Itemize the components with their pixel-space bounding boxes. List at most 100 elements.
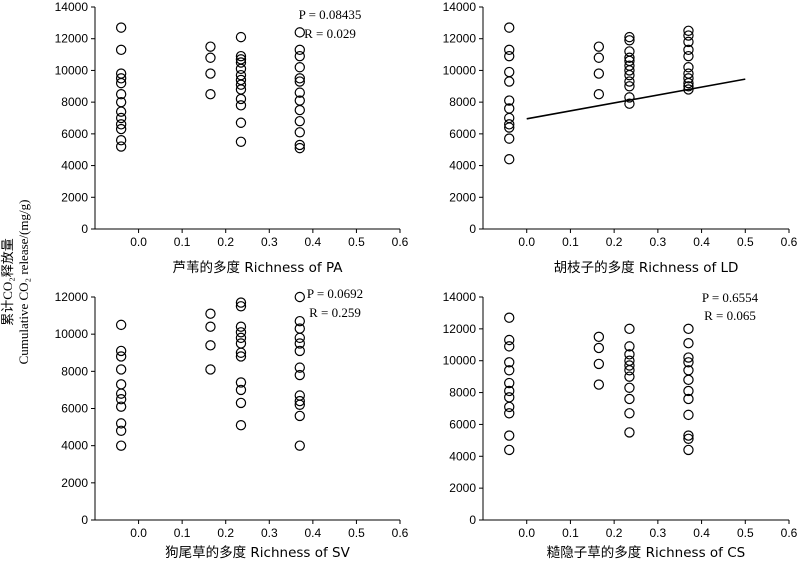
y-tick-label: 8000 [61, 95, 88, 109]
data-point [235, 136, 247, 147]
data-point [294, 87, 305, 98]
x-tick-label: 0.5 [348, 235, 365, 249]
x-axis-label: 狗尾草的多度 Richness of SV [165, 544, 350, 561]
data-point [504, 408, 515, 419]
data-point [683, 393, 694, 405]
data-point [624, 52, 635, 63]
scatter-panel-3: 0 2000 4000 6000 8000 10000 12000 0.0 0.1 0.2 0.3 0… [55, 286, 409, 561]
data-point [683, 374, 694, 386]
x-tick-label: 0.1 [562, 235, 579, 249]
data-point [504, 334, 515, 346]
y-tick-label: 6000 [61, 127, 88, 141]
y-tick-label: 2000 [61, 190, 88, 204]
data-point [115, 319, 127, 331]
data-point [683, 337, 694, 349]
data-point [294, 338, 305, 349]
data-point [504, 22, 515, 33]
y-tick-label: 14000 [55, 0, 89, 14]
data-point [115, 106, 127, 117]
data-point [115, 112, 127, 124]
data-point [235, 50, 247, 62]
data-point [115, 89, 127, 100]
y-tick-label: 0 [469, 513, 476, 527]
data-point [593, 331, 605, 343]
p-value-label: P = 0.6554 [702, 290, 759, 305]
data-point [593, 342, 605, 354]
data-point [624, 341, 635, 352]
data-point [294, 127, 305, 138]
x-tick-label: 0.3 [261, 235, 278, 249]
data-point [683, 50, 694, 62]
data-point [294, 76, 305, 87]
data-point [504, 341, 515, 352]
data-point [624, 65, 635, 76]
x-tick-label: 0.2 [606, 235, 623, 249]
data-point [683, 77, 694, 89]
x-axis-label: 胡枝子的多度 Richness of LD [554, 259, 739, 276]
data-point [294, 291, 305, 303]
data-point [294, 73, 305, 84]
data-point [235, 100, 247, 111]
data-point [504, 119, 515, 130]
y-tick-label: 4000 [449, 449, 476, 463]
data-point [504, 357, 515, 368]
data-point [593, 68, 605, 79]
x-axis-label: 糙隐子草的多度 Richness of CS [547, 544, 745, 561]
data-point [504, 122, 515, 133]
data-point [294, 345, 305, 357]
data-point [624, 81, 635, 92]
scatter-panel-4: 0 2000 4000 6000 8000 10000 12000 14000 0.0 0.1 0.… [443, 290, 798, 561]
scatter-panel-2: 0 2000 4000 6000 8000 10000 12000 14000 0.0 0.1 0.… [443, 0, 798, 276]
data-point [624, 371, 635, 382]
data-point [683, 357, 694, 368]
data-point [294, 104, 305, 116]
data-point [294, 315, 305, 327]
x-tick-label: 0.3 [650, 235, 667, 249]
r-value-label: R = 0.259 [309, 305, 361, 320]
p-value-label: P = 0.08435 [299, 7, 362, 22]
data-point [115, 394, 127, 405]
data-point [235, 297, 247, 308]
x-tick-label: 0.0 [130, 526, 147, 540]
x-tick-label: 0.6 [781, 526, 798, 540]
x-tick-label: 0.6 [781, 235, 798, 249]
x-tick-label: 0.0 [130, 235, 147, 249]
y-tick-label: 6000 [61, 402, 88, 416]
data-point [294, 362, 305, 373]
y-tick-label: 4000 [449, 159, 476, 173]
data-point [624, 408, 635, 419]
data-point [683, 62, 694, 73]
y-tick-label: 8000 [61, 364, 88, 378]
data-point [593, 358, 605, 370]
data-point [115, 418, 127, 429]
data-point [294, 27, 305, 38]
data-point [624, 360, 635, 371]
data-point [683, 430, 694, 441]
data-point [235, 63, 247, 75]
regression-line [526, 78, 746, 120]
data-point [235, 321, 247, 332]
data-point [593, 379, 605, 390]
y-tick-label: 2000 [61, 476, 88, 490]
y-tick-label: 2000 [449, 481, 476, 495]
data-point [115, 44, 127, 56]
r-value-label: R = 0.029 [304, 26, 356, 41]
data-point [504, 95, 515, 106]
y-tick-label: 10000 [55, 327, 89, 341]
y-tick-label: 12000 [443, 32, 477, 46]
data-point [624, 427, 635, 438]
y-axis-label-en: Cumulative CO₂ release/(mg/g) [16, 200, 31, 365]
data-point [235, 79, 247, 90]
data-point [624, 69, 635, 81]
y-tick-label: 12000 [55, 290, 89, 304]
x-tick-label: 0.6 [392, 235, 409, 249]
data-point [504, 365, 515, 376]
y-tick-label: 10000 [55, 63, 89, 77]
scatter-panel-1: 0 2000 4000 6000 8000 10000 12000 14000 0.0 0.1 0.… [55, 0, 409, 276]
data-point [294, 369, 305, 381]
data-point [235, 31, 247, 43]
y-tick-label: 2000 [449, 190, 476, 204]
data-point [115, 351, 127, 362]
p-value-label: P = 0.0692 [307, 286, 363, 301]
x-tick-label: 0.5 [737, 235, 754, 249]
